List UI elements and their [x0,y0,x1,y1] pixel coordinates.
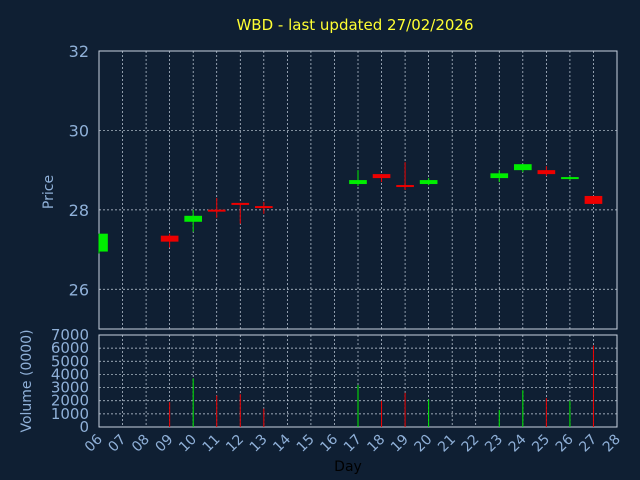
x-tick-label: 08 [129,432,153,456]
x-tick-label: 27 [576,432,600,456]
candle-body [419,180,438,185]
volume-tick-label: 1000 [51,405,89,423]
candle-body [396,185,414,188]
x-tick-label: 15 [294,432,318,456]
x-tick-label: 14 [270,431,294,455]
candle-body [372,174,391,179]
x-tick-label: 26 [553,431,577,455]
x-tick-label: 22 [459,432,483,456]
x-tick-label: 17 [341,432,365,456]
chart-title: WBD - last updated 27/02/2026 [236,16,473,34]
x-tick-label: 10 [176,432,200,456]
candle-body [561,177,579,180]
x-axis-label: Day [334,459,362,475]
candle-body [349,180,367,185]
candle-body [99,233,108,252]
price-tick-label: 32 [69,42,89,61]
x-tick-label: 13 [247,432,271,456]
candle-body [184,215,203,222]
x-tick-label: 11 [200,432,224,456]
x-tick-label: 20 [412,432,436,456]
candle-body [490,173,509,179]
x-tick-label: 25 [529,432,553,456]
candle-body [160,235,179,242]
x-tick-label: 28 [600,432,624,456]
candle-body [537,170,556,175]
candle-body [231,202,250,205]
volume-tick-label: 6000 [51,339,89,357]
volume-tick-label: 4000 [51,365,89,383]
volume-axis-label: Volume (0000) [19,329,35,432]
candle-body [254,206,273,209]
price-panel-frame [98,50,618,330]
x-tick-label: 23 [482,432,506,456]
candle-body [584,195,603,204]
candle-body [207,209,226,212]
price-tick-label: 30 [69,121,89,140]
x-axis-ticks: 06 07 08 09 10 11 12 13 14 15 16 17 18 19 20 21 22 23 24 25… [82,431,624,455]
volume-tick-label: 0 [79,418,89,436]
candles-layer [98,162,603,254]
price-axis-ticks: 26 28 30 32 [69,42,89,299]
x-tick-label: 18 [364,432,388,456]
volume-tick-label: 3000 [51,379,89,397]
x-tick-label: 12 [223,432,247,456]
x-tick-label: 19 [388,432,412,456]
x-tick-label: 07 [105,432,129,456]
price-tick-label: 28 [69,201,89,220]
x-tick-label: 09 [153,432,177,456]
x-tick-label: 21 [435,432,459,456]
price-axis-label: Price [41,175,57,209]
price-tick-label: 26 [69,280,89,299]
x-tick-label: 16 [317,431,341,455]
volume-tick-label: 7000 [51,326,89,344]
price-grid [99,51,617,329]
volume-bars-layer [169,345,594,427]
volume-tick-label: 5000 [51,352,89,370]
x-tick-label: 24 [506,431,530,455]
volume-tick-label: 2000 [51,392,89,410]
candle-body [513,164,532,171]
